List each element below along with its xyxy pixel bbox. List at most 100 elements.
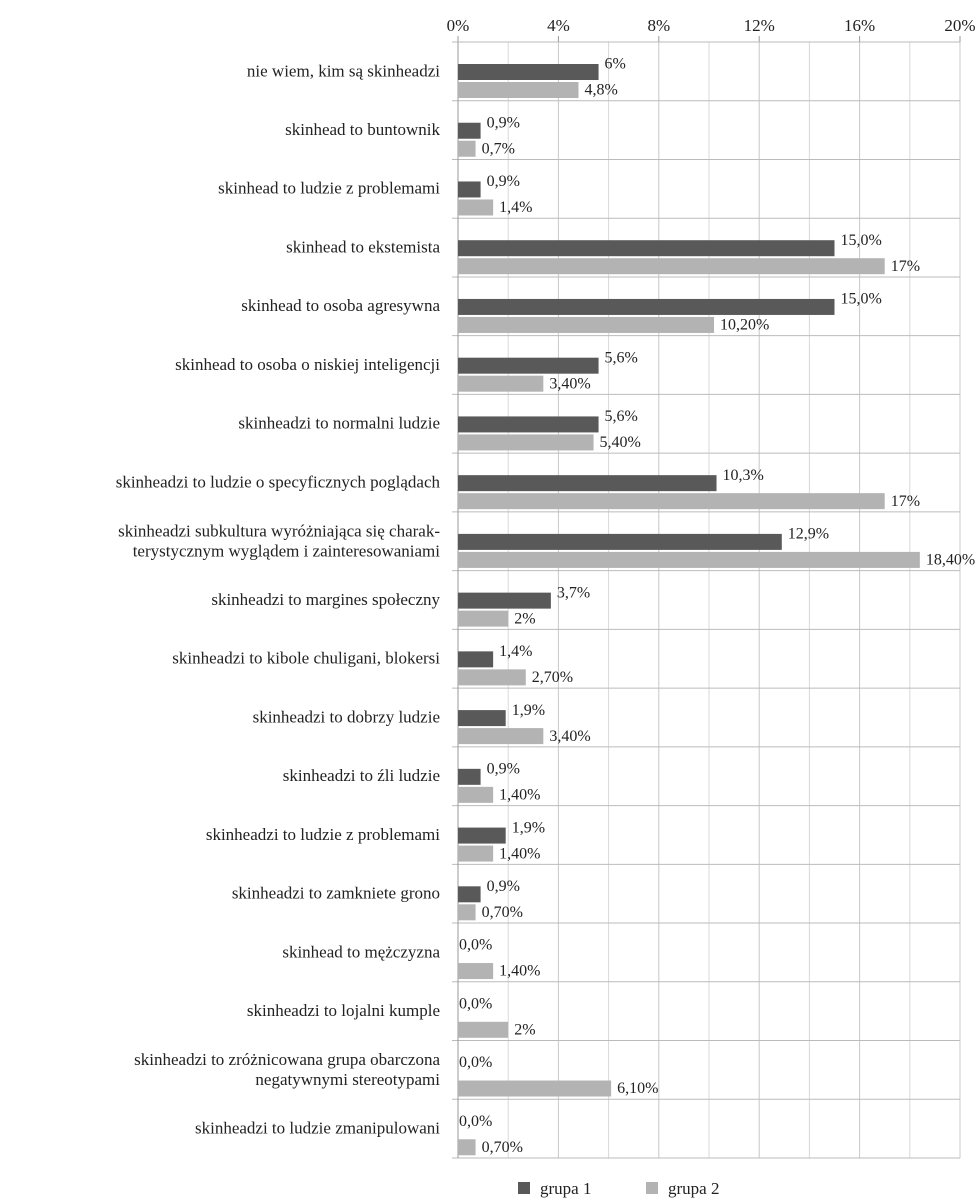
- value-label: 0,0%: [459, 1113, 492, 1130]
- y-tick-label: skinhead to osoba agresywna: [241, 296, 440, 315]
- bar: [458, 845, 494, 862]
- y-tick-label: skinheadzi to źli ludzie: [283, 766, 440, 785]
- y-tick-label: skinhead to buntownik: [285, 120, 440, 139]
- value-label: 15,0%: [841, 232, 882, 249]
- value-label: 0,9%: [487, 173, 520, 190]
- value-label: 1,4%: [499, 199, 532, 216]
- value-label: 15,0%: [841, 291, 882, 308]
- y-tick-label: skinheadzi to ludzie o specyficznych pog…: [116, 472, 441, 491]
- value-label: 17%: [891, 493, 920, 510]
- bar: [458, 416, 599, 433]
- value-label: 2,70%: [532, 669, 573, 686]
- y-tick-label: skinhead to mężczyzna: [282, 942, 440, 961]
- value-label: 1,4%: [499, 643, 532, 660]
- value-label: 5,6%: [605, 349, 638, 366]
- value-label: 0,9%: [487, 761, 520, 778]
- y-tick-label: skinheadzi to zamkniete grono: [232, 884, 440, 903]
- value-label: 2%: [514, 1021, 535, 1038]
- bar: [458, 669, 526, 686]
- bar: [458, 434, 594, 451]
- value-label: 2%: [514, 610, 535, 627]
- y-tick-label: skinheadzi to zróżnicowana grupa obarczo…: [134, 1050, 440, 1089]
- value-label: 5,40%: [600, 434, 641, 451]
- x-tick-label: 16%: [844, 16, 875, 35]
- value-label: 3,7%: [557, 584, 590, 601]
- bar: [458, 551, 920, 568]
- bar: [458, 199, 494, 216]
- bar: [458, 64, 599, 80]
- value-label: 0,70%: [482, 904, 523, 921]
- value-label: 12,9%: [788, 526, 829, 543]
- value-label: 6,10%: [617, 1080, 658, 1097]
- x-tick-label: 4%: [547, 16, 570, 35]
- y-tick-label: skinheadzi to kibole chuligani, blokersi: [172, 649, 440, 668]
- value-label: 10,3%: [723, 467, 764, 484]
- legend-swatch: [646, 1182, 658, 1194]
- bar: [458, 963, 494, 980]
- bar: [458, 728, 544, 745]
- value-label: 0,0%: [459, 995, 492, 1012]
- bar: [458, 610, 509, 627]
- value-label: 0,9%: [487, 114, 520, 131]
- value-label: 1,9%: [512, 702, 545, 719]
- bar: [458, 240, 835, 257]
- bar: [458, 786, 494, 803]
- bar: [458, 768, 481, 785]
- bar: [458, 1080, 612, 1097]
- y-tick-label: skinhead to osoba o niskiej inteligencji: [175, 355, 440, 374]
- value-label: 0,7%: [482, 140, 515, 157]
- legend-label: grupa 2: [668, 1179, 719, 1198]
- value-label: 1,40%: [499, 787, 540, 804]
- value-label: 0,9%: [487, 878, 520, 895]
- bar: [458, 651, 494, 668]
- legend-swatch: [518, 1182, 530, 1194]
- bar: [458, 827, 506, 844]
- bar: [458, 357, 599, 374]
- legend-label: grupa 1: [540, 1179, 591, 1198]
- value-label: 3,40%: [549, 728, 590, 745]
- bar: [458, 140, 476, 157]
- value-label: 0,0%: [459, 937, 492, 954]
- bar: [458, 298, 835, 315]
- x-tick-label: 20%: [944, 16, 975, 35]
- y-tick-label: skinhead to ludzie z problemami: [218, 179, 440, 198]
- y-tick-label: skinheadzi to ludzie zmanipulowani: [195, 1119, 440, 1138]
- y-tick-label: skinheadzi to dobrzy ludzie: [253, 707, 440, 726]
- y-tick-label: skinheadzi to lojalni kumple: [247, 1001, 440, 1020]
- x-tick-label: 0%: [447, 16, 470, 35]
- value-label: 4,8%: [584, 82, 617, 99]
- bar: [458, 493, 885, 510]
- y-tick-label: skinheadzi to normalni ludzie: [238, 414, 440, 433]
- bar: [458, 375, 544, 392]
- value-label: 0,70%: [482, 1139, 523, 1156]
- value-label: 1,40%: [499, 963, 540, 980]
- x-tick-label: 12%: [744, 16, 775, 35]
- bar: [458, 122, 481, 139]
- y-tick-label: skinheadzi to margines społeczny: [211, 590, 440, 609]
- bar: [458, 592, 551, 609]
- bar: [458, 82, 579, 98]
- bar: [458, 533, 782, 550]
- bar: [458, 316, 715, 333]
- value-label: 10,20%: [720, 317, 769, 334]
- value-label: 0,0%: [459, 1054, 492, 1071]
- bar: [458, 710, 506, 727]
- bar: [458, 475, 717, 492]
- bar: [458, 1139, 476, 1156]
- value-label: 1,9%: [512, 819, 545, 836]
- bar: [458, 886, 481, 903]
- y-tick-label: nie wiem, kim są skinheadzi: [247, 61, 440, 80]
- value-label: 3,40%: [549, 375, 590, 392]
- x-tick-label: 8%: [647, 16, 670, 35]
- y-tick-label: skinheadzi subkultura wyróżniająca się c…: [118, 521, 440, 560]
- value-label: 1,40%: [499, 845, 540, 862]
- value-label: 18,40%: [926, 552, 975, 569]
- y-tick-label: skinhead to ekstemista: [286, 237, 440, 256]
- bar: [458, 904, 476, 921]
- value-label: 5,6%: [605, 408, 638, 425]
- bar: [458, 1021, 509, 1038]
- value-label: 6%: [605, 56, 626, 73]
- value-label: 17%: [891, 258, 920, 275]
- y-tick-label: skinheadzi to ludzie z problemami: [206, 825, 440, 844]
